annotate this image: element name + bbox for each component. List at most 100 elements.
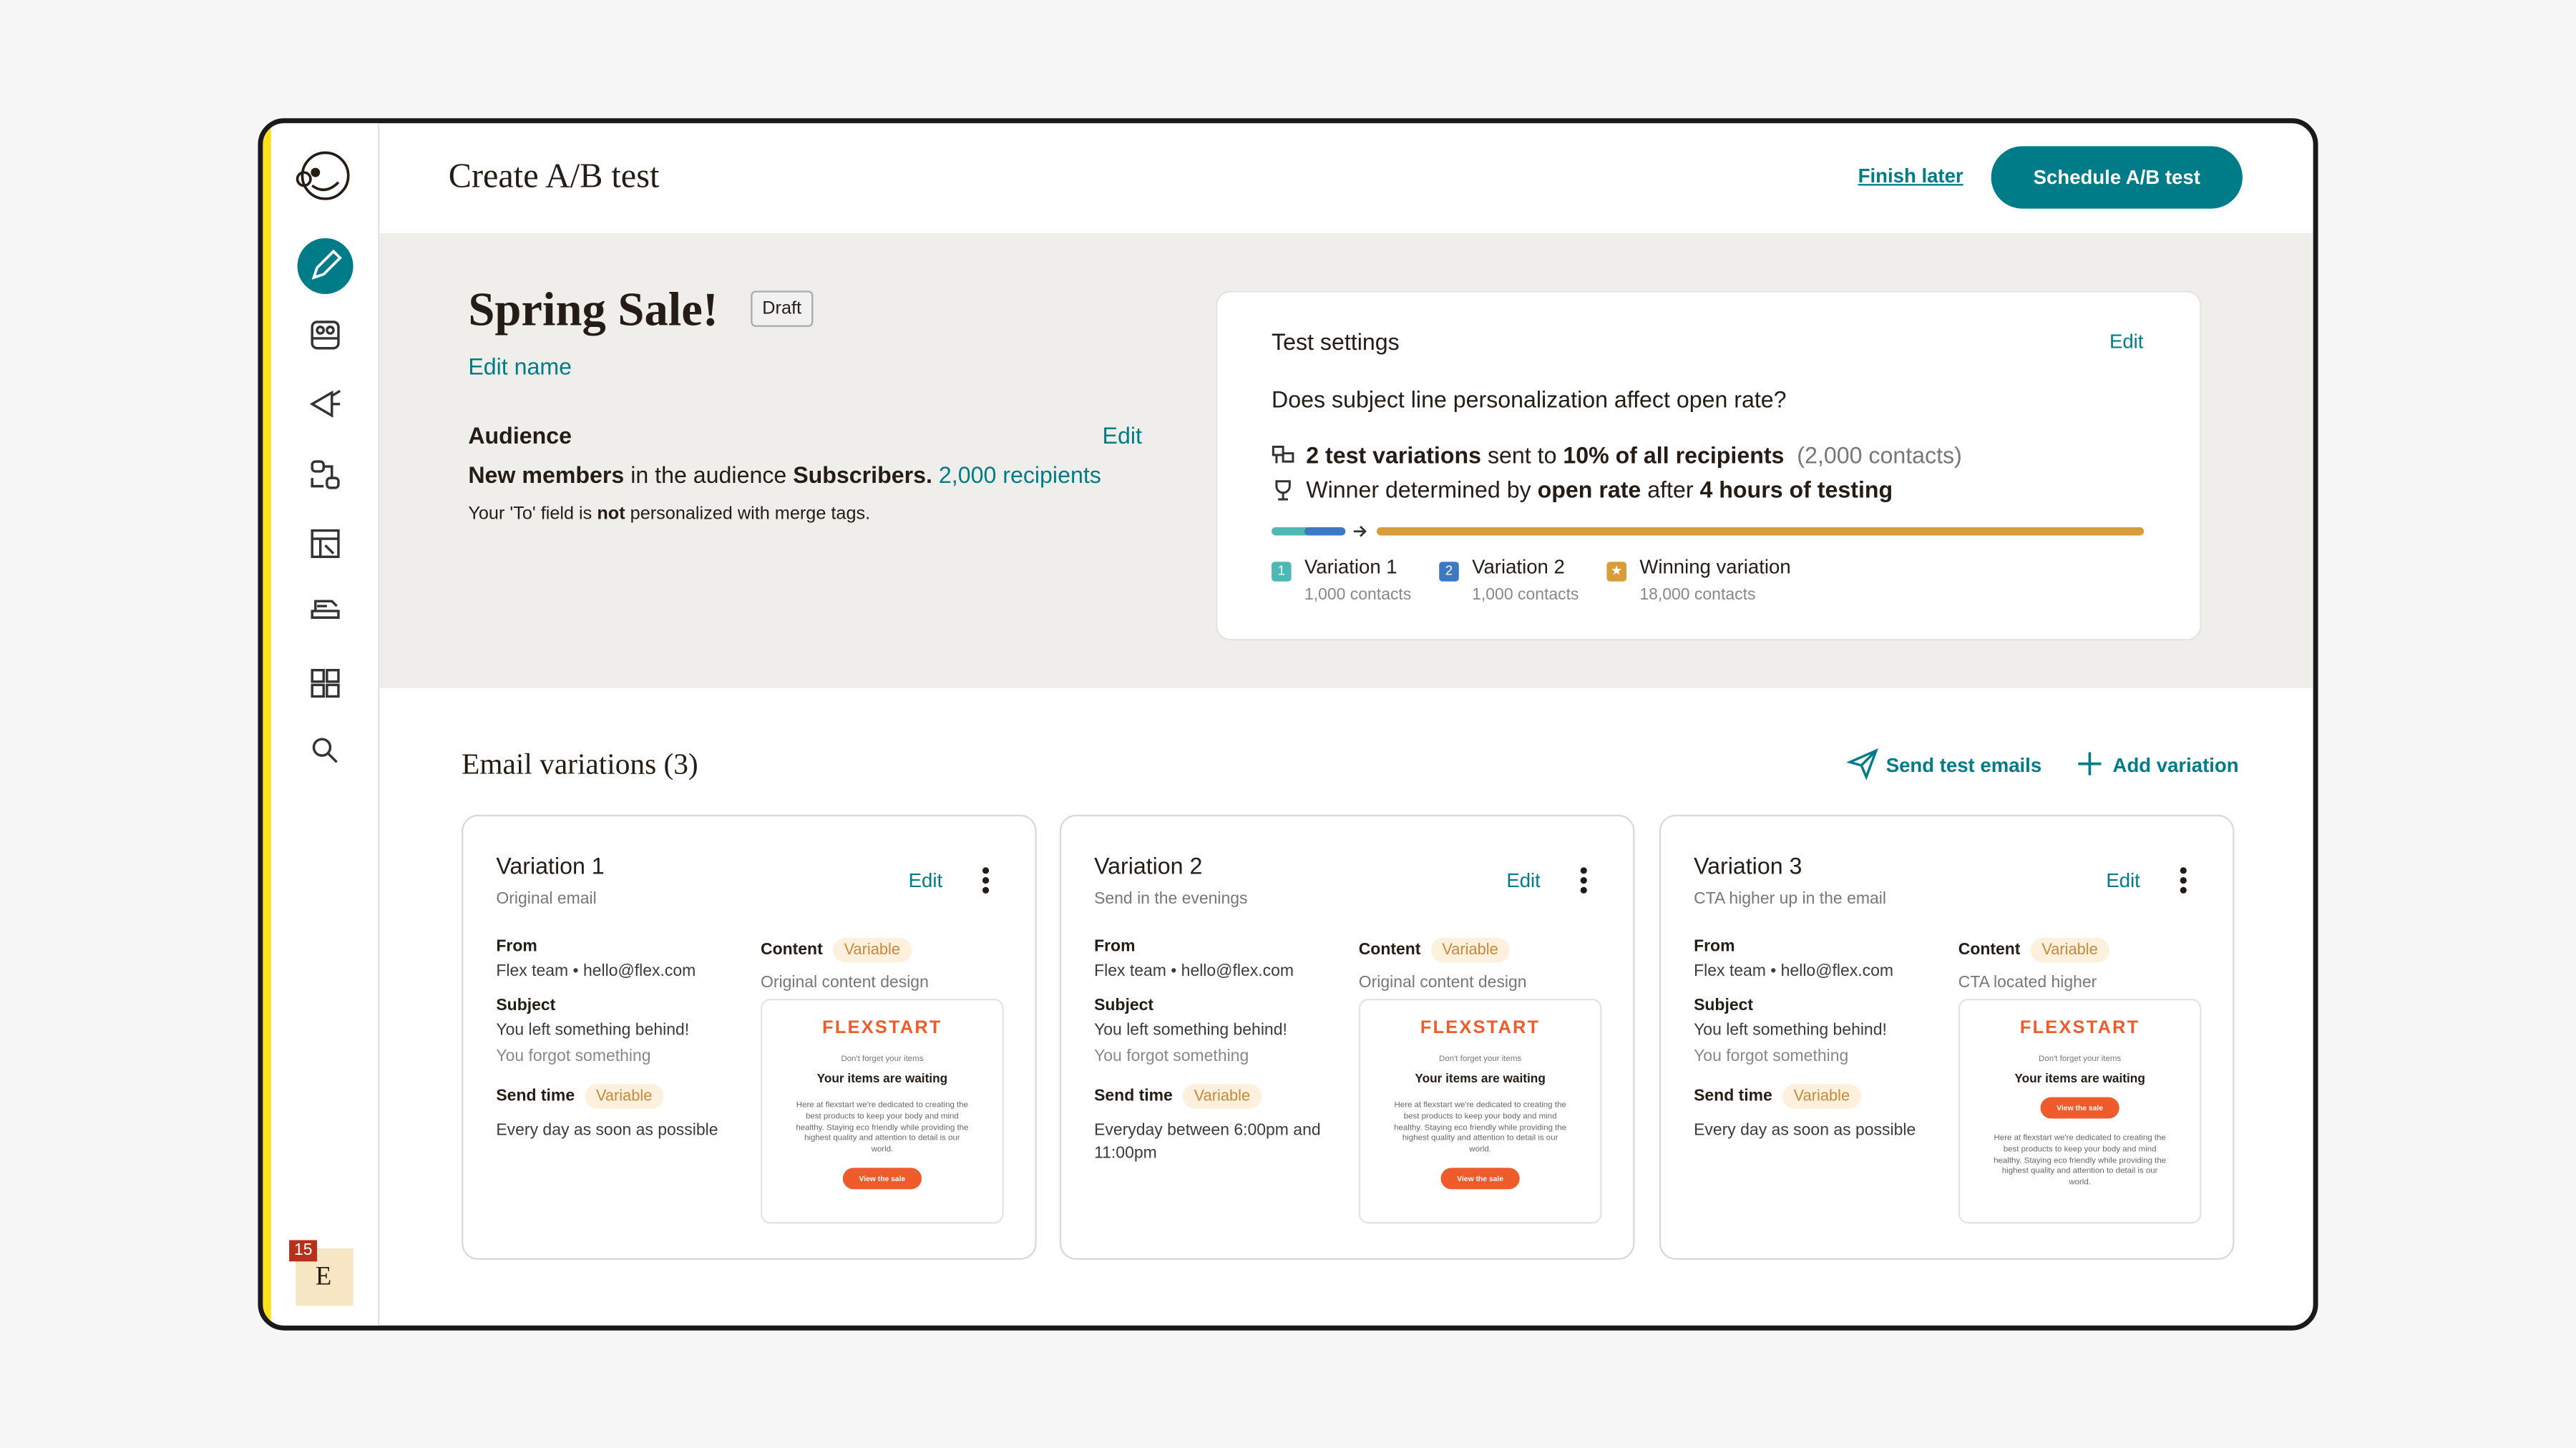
logo[interactable] — [296, 151, 350, 200]
settings-icons — [1272, 445, 1294, 501]
campaign-name: Spring Sale! — [468, 284, 718, 337]
nav-campaigns[interactable] — [309, 389, 341, 418]
segment: New members — [468, 461, 625, 488]
send-time-label-text: Send time — [1694, 1087, 1772, 1106]
menu-dot — [982, 877, 988, 884]
note-text: Your 'To' field is — [468, 504, 597, 524]
page-title: Create A/B test — [448, 156, 660, 196]
nav-automations[interactable] — [311, 460, 340, 489]
nav-create[interactable] — [297, 238, 353, 294]
legend-contacts: 1,000 contacts — [1472, 586, 1579, 605]
legend-name: Winning variation — [1639, 555, 1791, 579]
preview-body: Here at flexstart we're dedicated to cre… — [1394, 1100, 1567, 1155]
content-label-text: Content — [761, 941, 823, 959]
add-variation-link[interactable]: Add variation — [2112, 753, 2239, 777]
from-label: From — [1094, 937, 1136, 957]
audience-text: in the audience — [624, 461, 794, 488]
nav-integrations[interactable] — [311, 669, 340, 698]
nav-content[interactable] — [311, 600, 340, 619]
account-initial: E — [315, 1263, 332, 1291]
content-value: CTA located higher — [1958, 974, 2097, 992]
send-time-value: Every day as soon as possible — [1694, 1122, 1916, 1140]
menu-dot — [1580, 886, 1586, 893]
subject-line: You left something behind! — [1094, 1022, 1287, 1040]
legend-contacts: 1,000 contacts — [1304, 586, 1412, 605]
preview-cta-row: View the sale — [762, 1156, 1002, 1189]
menu-dot — [982, 867, 988, 874]
nav-search[interactable] — [312, 738, 338, 763]
legend-item: ★ Winning variation 18,000 contacts — [1606, 555, 1820, 605]
send-time-label: Send time Variable — [1094, 1084, 1262, 1109]
list-name: Subscribers. — [793, 461, 932, 488]
send-icon — [1846, 748, 1878, 781]
total-contacts: (2,000 contacts) — [1797, 441, 1962, 469]
more-menu[interactable] — [1580, 867, 1587, 896]
preview-button[interactable]: View the sale — [2040, 1097, 2119, 1119]
nav-audience[interactable] — [311, 321, 340, 350]
preview-preheader: Don't forget your items — [2039, 1054, 2122, 1065]
variation-edit[interactable]: Edit — [908, 869, 943, 892]
summary-text: sent to — [1481, 441, 1563, 469]
variable-tag: Variable — [1182, 1084, 1262, 1109]
duration: 4 hours of testing — [1699, 476, 1893, 503]
preview-body: Here at flexstart we're dedicated to cre… — [796, 1100, 969, 1155]
send-test-link[interactable]: Send test emails — [1885, 753, 2042, 777]
preview-brand: FLEXSTART — [822, 1018, 942, 1039]
accent-strip — [263, 123, 271, 1326]
audience-summary: New members in the audience Subscribers.… — [468, 461, 1101, 488]
preview-brand: FLEXSTART — [2019, 1018, 2140, 1039]
legend: 1 Variation 1 1,000 contacts 2 Variation 2 1,… — [1272, 555, 1820, 605]
preview-button[interactable]: View the sale — [842, 1167, 922, 1189]
variation-name: Variation 1 — [496, 852, 605, 879]
subject-line: You left something behind! — [496, 1022, 690, 1040]
variable-tag: Variable — [1782, 1084, 1862, 1109]
send-time-label-text: Send time — [496, 1087, 575, 1106]
settings-edit[interactable]: Edit — [2109, 330, 2144, 353]
variation-edit[interactable]: Edit — [1506, 869, 1541, 892]
preview-heading: Your items are waiting — [2014, 1070, 2145, 1086]
subject-line: You forgot something — [496, 1047, 651, 1067]
from-label: From — [496, 937, 537, 957]
from-value: Flex team • hello@flex.com — [1094, 962, 1294, 981]
variation-card: Variation 3 CTA higher up in the email Edi… — [1659, 814, 2235, 1260]
note-text: personalized with merge tags. — [625, 504, 871, 524]
variable-tag: Variable — [1430, 937, 1510, 963]
legend-item: 1 Variation 1 1,000 contacts — [1272, 555, 1439, 605]
legend-name: Variation 2 — [1472, 555, 1565, 579]
recipients-link[interactable]: 2,000 recipients — [938, 461, 1101, 488]
preview-heading: Your items are waiting — [1415, 1070, 1546, 1086]
preview-heading: Your items are waiting — [816, 1070, 948, 1086]
app-window: E 15 Create A/B test Finish later Schedu… — [258, 118, 2318, 1331]
audience-label: Audience — [468, 422, 572, 449]
status-badge: Draft — [751, 290, 814, 327]
variation-edit[interactable]: Edit — [2106, 869, 2140, 892]
finish-later-link[interactable]: Finish later — [1858, 164, 1963, 187]
audience-edit[interactable]: Edit — [1102, 422, 1142, 449]
nav-website[interactable] — [311, 529, 340, 559]
subject-label: Subject — [1094, 997, 1154, 1015]
test-settings-card: Test settings Edit Does subject line per… — [1215, 290, 2202, 641]
variable-tag: Variable — [832, 937, 912, 963]
settings-title: Test settings — [1272, 328, 1400, 355]
more-menu[interactable] — [982, 867, 989, 896]
schedule-button[interactable]: Schedule A/B test — [1991, 146, 2243, 209]
add-icon — [2078, 752, 2102, 776]
from-value: Flex team • hello@flex.com — [496, 962, 696, 981]
legend-swatch: ★ — [1606, 562, 1626, 582]
subject-line: You forgot something — [1094, 1047, 1249, 1067]
content-value: Original content design — [1358, 974, 1527, 992]
send-time-label: Send time Variable — [1694, 1084, 1862, 1109]
sidebar: E 15 — [270, 123, 380, 1326]
edit-name-link[interactable]: Edit name — [468, 353, 572, 380]
variation-description: Original email — [496, 890, 597, 909]
subject-label: Subject — [496, 997, 556, 1015]
sidebar-icons — [296, 151, 353, 763]
legend-swatch: 1 — [1272, 562, 1292, 582]
more-menu[interactable] — [2180, 867, 2187, 896]
variation-name: Variation 2 — [1094, 852, 1203, 879]
preview-button[interactable]: View the sale — [1440, 1167, 1520, 1189]
variation-count: 2 test variations — [1306, 441, 1482, 469]
test-question: Does subject line personalization affect… — [1272, 386, 1787, 413]
